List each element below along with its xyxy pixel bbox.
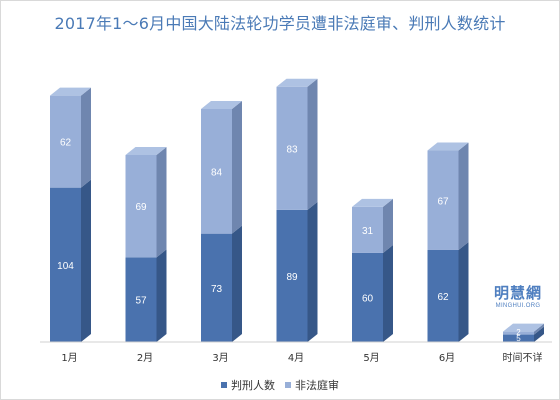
x-tick-label-1: 1月 (61, 352, 77, 364)
bar-side-sentenced-5 (383, 244, 393, 342)
bar-sentenced-4 (276, 209, 308, 342)
bar-side-sentenced-7 (534, 326, 544, 342)
bar-side-tried-6 (458, 142, 469, 250)
bar-side-sentenced-3 (232, 225, 242, 342)
bar-sentenced-7 (503, 334, 534, 342)
bar-top-1 (50, 87, 91, 96)
data-label-sentenced-5: 60 (362, 293, 374, 304)
legend-swatch-tried (285, 382, 291, 388)
data-label-tried-6: 67 (437, 196, 449, 207)
bar-side-sentenced-4 (307, 201, 318, 342)
bar-tried-4 (276, 86, 308, 210)
bar-side-tried-2 (156, 146, 167, 258)
chart-legend: 判刑人数 非法庭审 (0, 377, 560, 393)
bar-tried-7 (503, 331, 534, 335)
bar-sentenced-2 (125, 257, 157, 342)
x-tick-label-5: 5月 (363, 352, 379, 364)
bar-side-sentenced-6 (458, 241, 469, 342)
x-tick-label-3: 3月 (212, 352, 228, 364)
data-label-sentenced-2: 57 (135, 296, 147, 307)
bar-tried-2 (125, 154, 157, 258)
data-label-tried-2: 69 (135, 202, 147, 213)
legend-swatch-sentenced (221, 382, 227, 388)
data-label-tried-7: 2 (516, 328, 521, 337)
bar-tried-5 (352, 206, 383, 253)
bar-tried-3 (201, 108, 232, 234)
bar-side-tried-3 (232, 100, 242, 234)
bar-top-5 (352, 198, 393, 207)
bar-top-7 (503, 323, 544, 332)
bar-sentenced-1 (50, 187, 81, 342)
data-label-sentenced-4: 89 (286, 272, 298, 283)
legend-item-sentenced: 判刑人数 (221, 377, 275, 393)
x-tick-label-7: 时间不详 (503, 351, 543, 364)
bar-side-sentenced-2 (156, 249, 167, 342)
bar-side-tried-1 (81, 87, 91, 188)
x-tick-label-6: 6月 (439, 352, 455, 364)
bar-sentenced-6 (427, 249, 459, 342)
chart-title: 2017年1〜6月中国大陆法轮功学员遭非法庭审、判刑人数统计 (54, 14, 506, 33)
data-label-tried-1: 62 (60, 138, 72, 149)
bar-side-tried-4 (307, 78, 318, 210)
bar-top-4 (276, 78, 318, 87)
bar-sentenced-3 (201, 233, 232, 342)
data-label-sentenced-7: 5 (516, 334, 521, 343)
bar-tried-6 (427, 150, 459, 250)
legend-item-tried: 非法庭审 (285, 377, 339, 393)
bar-top-2 (125, 146, 167, 155)
data-label-tried-3: 84 (211, 167, 223, 178)
x-tick-label-4: 4月 (288, 352, 304, 364)
bar-side-tried-7 (534, 323, 544, 335)
data-label-tried-4: 83 (286, 144, 298, 155)
legend-label-sentenced: 判刑人数 (231, 379, 275, 392)
bar-tried-1 (50, 95, 81, 188)
data-label-sentenced-6: 62 (437, 292, 449, 303)
legend-label-tried: 非法庭审 (295, 379, 339, 392)
data-label-tried-5: 31 (362, 226, 374, 237)
bar-side-tried-5 (383, 198, 393, 253)
data-label-sentenced-1: 104 (57, 261, 74, 272)
watermark-cn: 明慧網 (493, 284, 542, 302)
data-label-sentenced-3: 73 (211, 284, 223, 295)
x-tick-label-2: 2月 (137, 352, 153, 364)
watermark-en: MINGHUI.ORG (495, 303, 541, 309)
bar-top-3 (201, 100, 242, 109)
watermark-logo: 明慧網 MINGHUI.ORG (488, 282, 548, 309)
bar-sentenced-5 (352, 252, 383, 342)
bar-side-sentenced-1 (81, 179, 91, 342)
bar-top-6 (427, 142, 469, 151)
